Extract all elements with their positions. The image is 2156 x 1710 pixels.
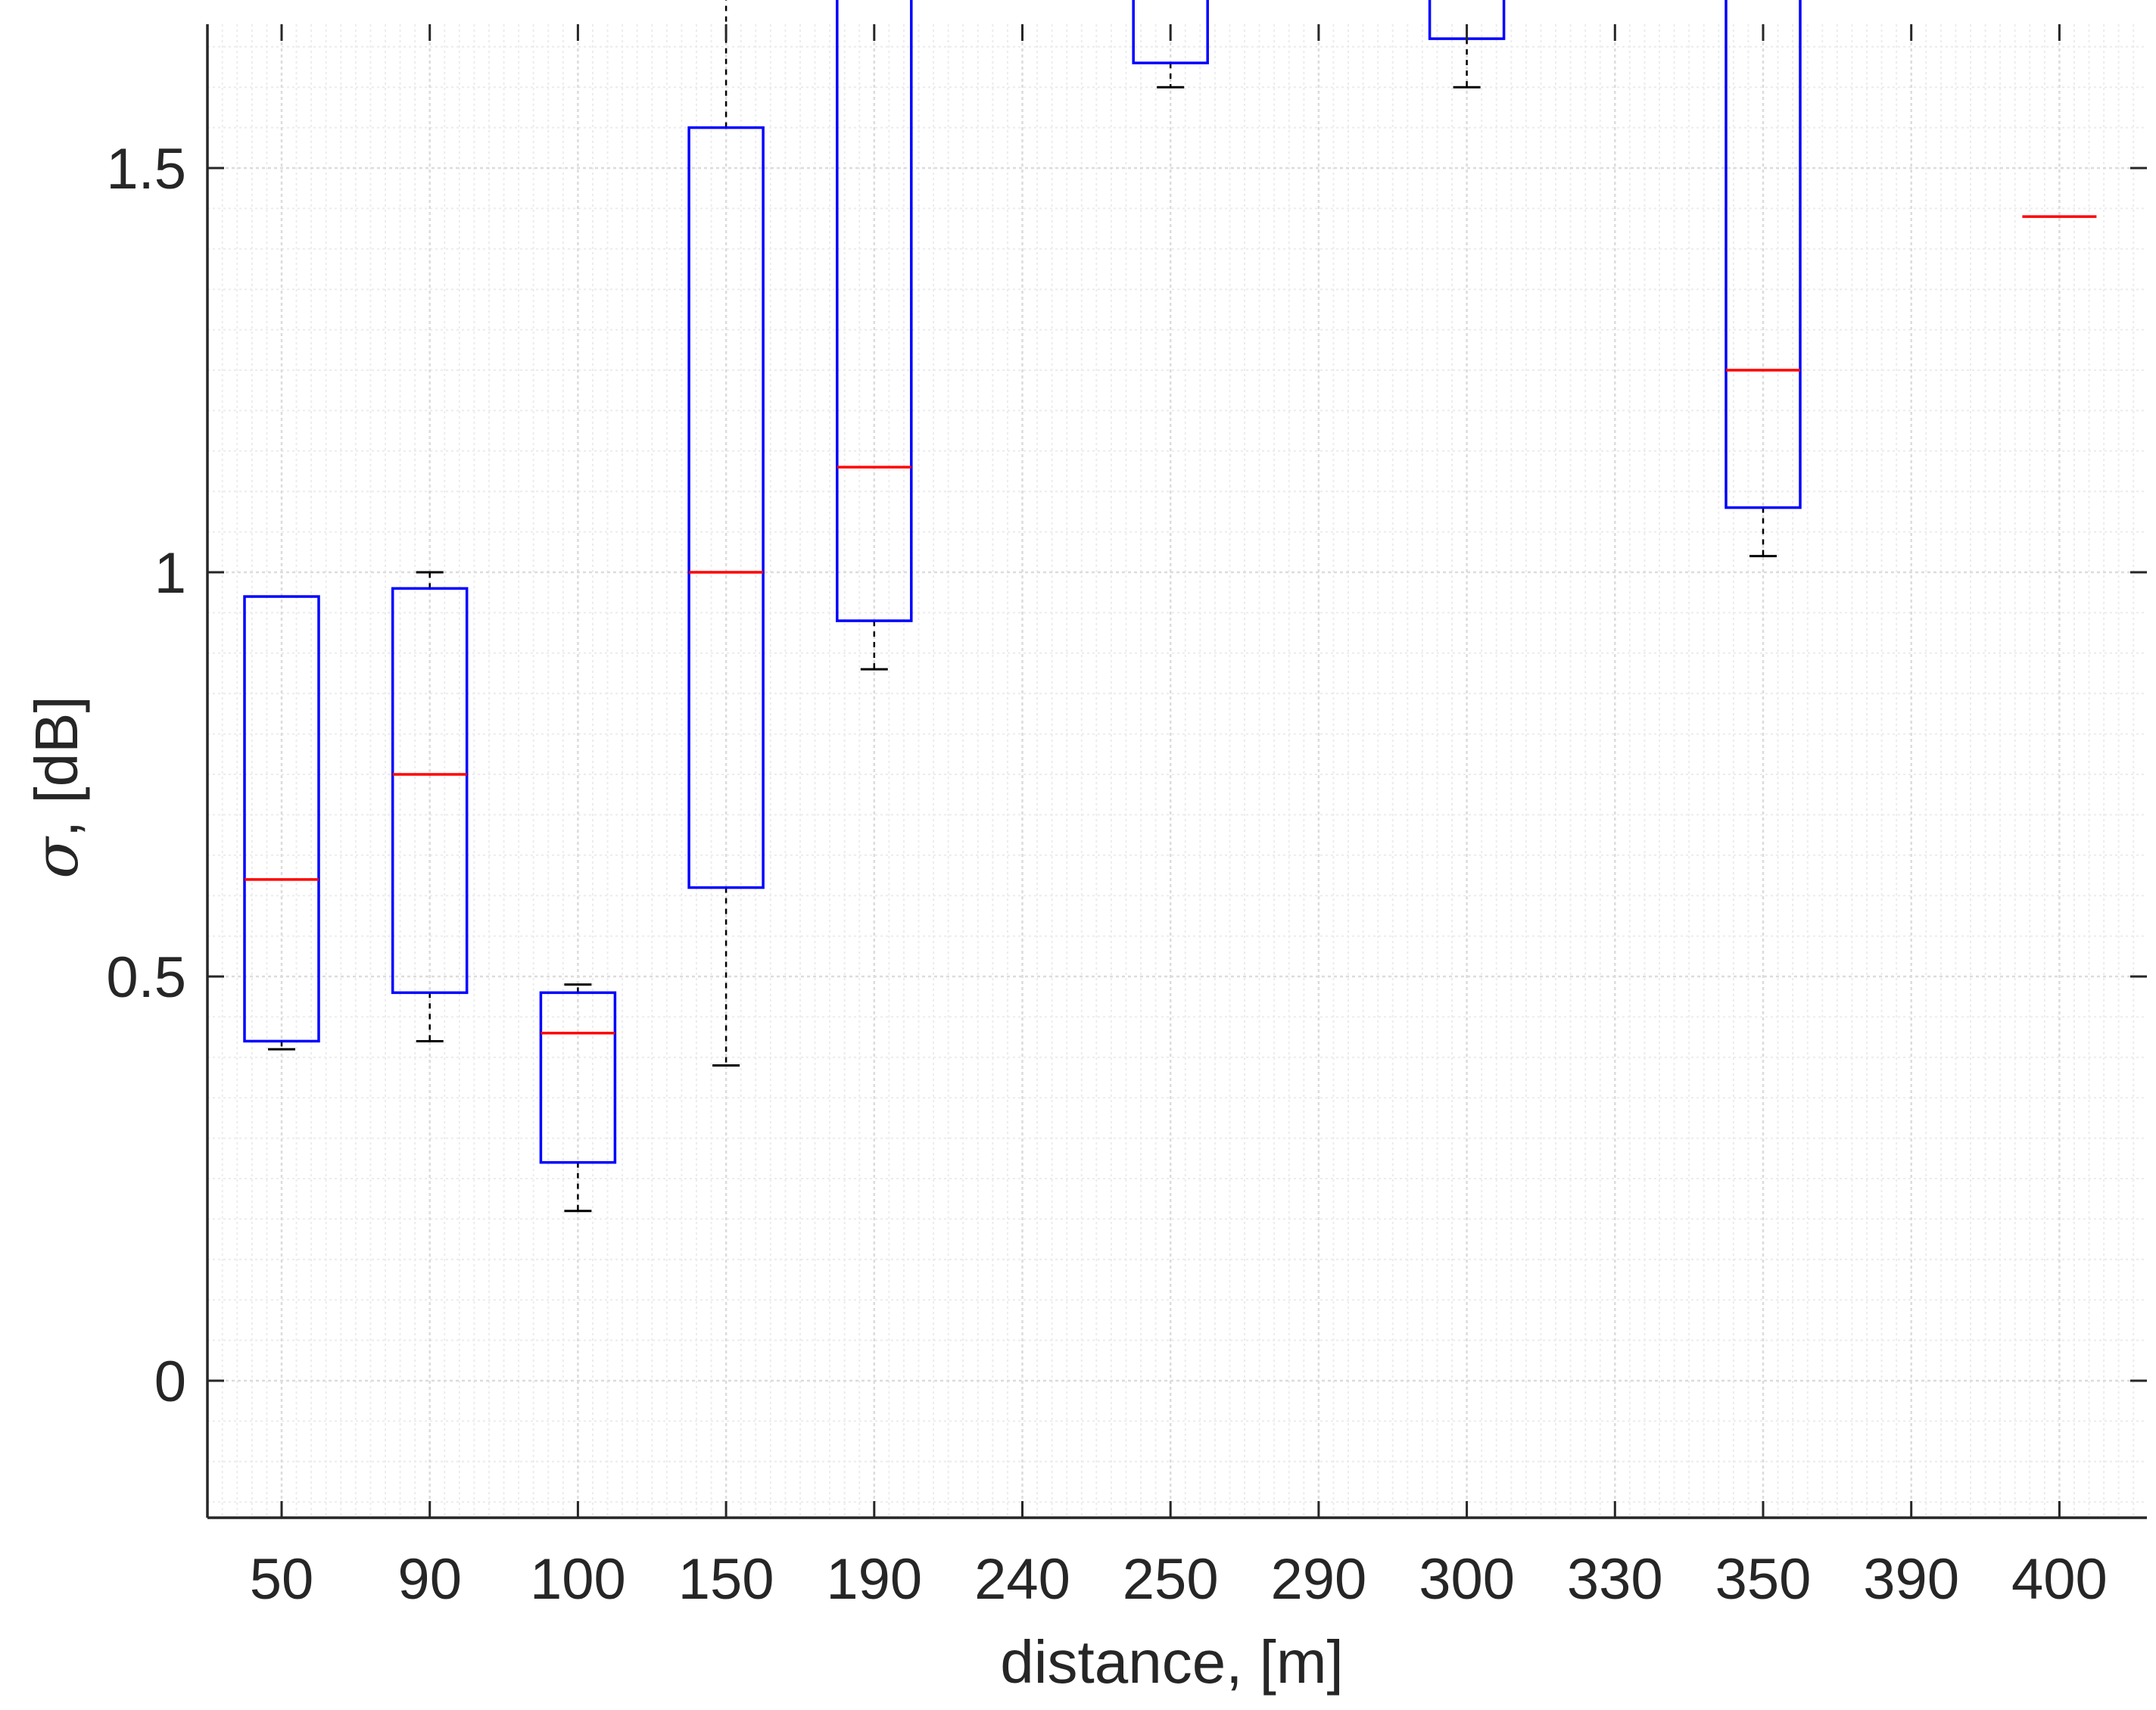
y-tick-label: 1.5	[106, 137, 186, 201]
x-tick-label: 400	[2011, 1547, 2108, 1612]
y-tick-label: 0.5	[106, 945, 186, 1010]
y-tick-label: 0	[154, 1350, 186, 1414]
box-group	[1428, 0, 1506, 89]
x-tick-label: 300	[1419, 1547, 1515, 1612]
x-tick-label: 350	[1715, 1547, 1812, 1612]
x-tick-label: 90	[397, 1547, 462, 1612]
x-tick-label: 390	[1863, 1547, 1959, 1612]
box-iqr	[243, 595, 320, 1043]
tick-labels: 00.511.522.53509010015019024025029030033…	[106, 137, 2108, 1612]
box-group	[391, 571, 469, 1042]
x-tick-label: 190	[826, 1547, 922, 1612]
grid	[207, 24, 2147, 1518]
x-tick-label: 150	[678, 1547, 774, 1612]
box-group	[1132, 0, 1209, 89]
box-iqr	[1724, 0, 1802, 509]
y-axis-label: σ, [dB]	[21, 696, 92, 878]
x-tick-label: 50	[250, 1547, 314, 1612]
box-group	[687, 0, 765, 1067]
x-tick-label: 330	[1567, 1547, 1663, 1612]
box-group	[1724, 0, 1802, 558]
y-axis-label-symbol: σ	[21, 836, 92, 879]
box-iqr	[391, 587, 469, 995]
x-axis-label: distance, [m]	[1000, 1628, 1344, 1696]
y-tick-label: 1	[154, 541, 186, 606]
x-tick-label: 290	[1270, 1547, 1366, 1612]
box-iqr	[836, 0, 913, 622]
box-iqr	[687, 126, 765, 889]
box-iqr	[539, 991, 617, 1164]
axes	[206, 24, 2147, 1519]
box-group	[243, 595, 320, 1051]
x-tick-label: 250	[1123, 1547, 1219, 1612]
plot-marks	[243, 0, 2097, 1213]
box-iqr	[1132, 0, 1209, 64]
x-tick-label: 240	[974, 1547, 1070, 1612]
x-tick-label: 100	[530, 1547, 626, 1612]
y-axis-label-unit: , [dB]	[23, 696, 90, 837]
box-group	[539, 983, 617, 1213]
box-group	[836, 0, 913, 671]
